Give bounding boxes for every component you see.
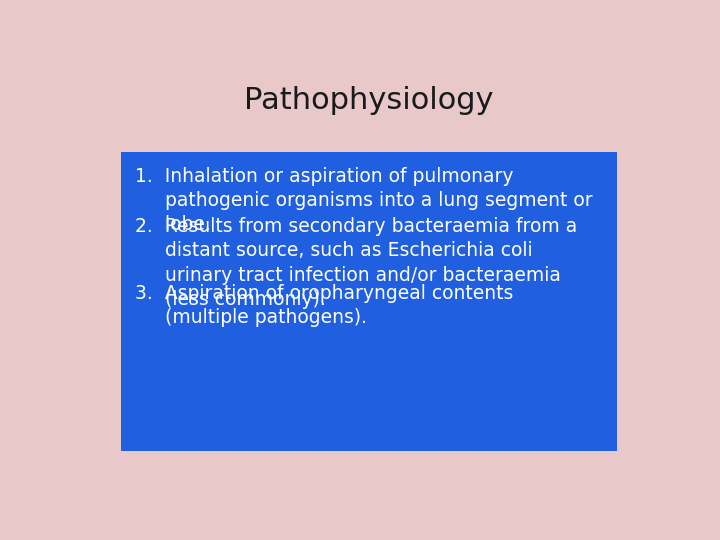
Text: 3.  Aspiration of oropharyngeal contents
     (multiple pathogens).: 3. Aspiration of oropharyngeal contents … [135,284,513,327]
Text: Pathophysiology: Pathophysiology [244,86,494,114]
Text: 2.  Results from secondary bacteraemia from a
     distant source, such as Esche: 2. Results from secondary bacteraemia fr… [135,217,577,309]
FancyBboxPatch shape [121,152,617,451]
Text: 1.  Inhalation or aspiration of pulmonary
     pathogenic organisms into a lung : 1. Inhalation or aspiration of pulmonary… [135,167,593,234]
